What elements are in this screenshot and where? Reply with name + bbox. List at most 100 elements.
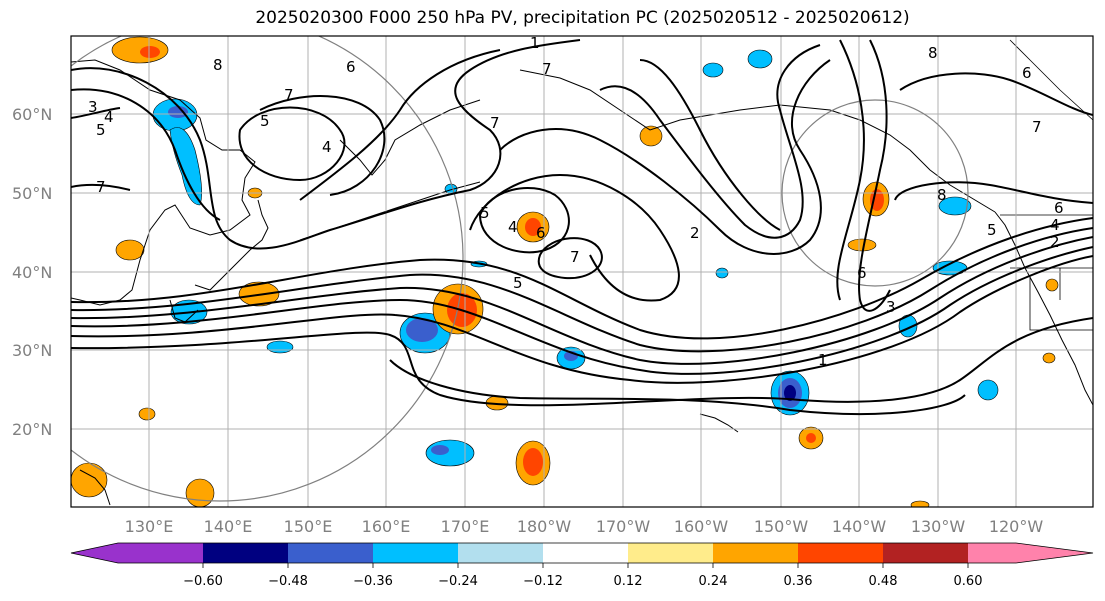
colorbar-swatch [118,543,203,563]
pv-contour-label: 6 [1054,199,1064,217]
longitude-labels: 130°E 140°E 150°E 160°E 170°E 180°W 170°… [125,517,1044,536]
pv-contour-label: 2 [1050,233,1060,251]
precip-patch [523,448,543,476]
precip-patch [111,36,169,64]
pv-contour-label: 5 [260,112,270,130]
colorbar-outline [70,542,1094,564]
lat-label: 40°N [12,263,52,282]
precip-patch [406,318,438,342]
pv-contour-label: 4 [322,138,332,156]
colorbar-tick-label: 0.48 [869,574,898,589]
lat-label: 60°N [12,105,52,124]
pv-contour-label: 4 [1050,216,1060,234]
precip-patch [747,49,773,69]
colorbar-swatch [968,543,1016,563]
na-west-coast [994,211,1093,406]
colorbar-tick-label: −0.60 [183,574,223,589]
pv-contour-label: 8 [928,44,938,62]
pv-contour-label: 5 [96,121,106,139]
pv-contour-label: 5 [513,274,523,292]
lon-label: 160°W [674,517,729,536]
colorbar-tick-label: −0.36 [353,574,393,589]
precip-patch [784,385,796,401]
korea-japan-coast [169,199,269,323]
precip-patch [639,125,663,147]
precip-patch [138,407,156,421]
colorbar-tick-label: −0.12 [523,574,563,589]
colorbar-swatch [543,543,628,563]
pv-contour-label: 5 [480,204,490,222]
precip-patch [715,267,729,279]
kamchatka-coast [339,99,481,176]
precip-patch [1042,352,1056,364]
range-circles [71,36,969,502]
precip-patch [977,379,999,401]
colorbar-tick-label: −0.48 [268,574,308,589]
precip-patch [938,196,972,216]
pv-contour-label: 4 [104,108,114,126]
precip-patch [702,62,724,78]
colorbar-swatch [373,543,458,563]
precip-patch [169,127,202,206]
precip-patch [870,189,884,211]
pv-contour-label: 7 [490,114,500,132]
pv-contour-labels: 3 4 5 7 5 4 8 7 6 1 7 7 5 4 6 7 5 2 6 8 … [88,34,1064,369]
precip-patch [431,445,449,455]
colorbar-ticks [202,563,969,568]
latitude-labels: 60°N 50°N 40°N 30°N 20°N [12,105,52,439]
colorbar-swatch [798,543,883,563]
lon-label: 140°W [832,517,887,536]
lon-label: 160°E [362,517,411,536]
colorbar-swatch [288,543,373,563]
pv-contour-label: 6 [1022,64,1032,82]
lon-label: 130°W [911,517,966,536]
pv-contour-label: 7 [570,248,580,266]
colorbar-tick-label: 0.36 [784,574,813,589]
pv-contour-label: 2 [690,224,700,242]
lon-label: 170°E [441,517,490,536]
colorbar-swatch [628,543,713,563]
lon-label: 150°W [754,517,809,536]
pv-contour-label: 7 [542,60,552,78]
precip-patch [71,462,108,498]
lon-label: 120°W [989,517,1044,536]
pv-contour-label: 8 [937,186,947,204]
pv-contour-label: 5 [987,221,997,239]
pv-contour-label: 6 [346,58,356,76]
lon-label: 130°E [125,517,174,536]
lon-label: 140°E [204,517,253,536]
pv-contour-label: 1 [530,34,540,52]
pv-contour-label: 6 [857,264,867,282]
colorbar-swatch [883,543,968,563]
lat-label: 30°N [12,341,52,360]
precipitation-shading [71,36,1059,507]
lat-label: 50°N [12,184,52,203]
precip-patch [847,238,877,252]
map-title: 2025020300 F000 250 hPa PV, precipitatio… [255,8,910,28]
colorbar-swatch [71,543,118,563]
colorbar [70,542,1094,564]
precip-patch [910,500,930,507]
precip-patch [168,106,188,118]
colorbar-tick-label: 0.24 [699,574,728,589]
pv-contour-label: 8 [213,56,223,74]
precip-patch [1045,278,1059,292]
precip-patch [806,433,816,443]
lat-label: 20°N [12,420,52,439]
precip-patch [140,46,160,58]
pv-contour-label: 7 [1032,118,1042,136]
colorbar-swatch [203,543,288,563]
colorbar-tick-label: 0.12 [614,574,643,589]
map-frame [70,35,1094,508]
coastlines [71,59,1093,506]
philippines-coast [79,469,111,506]
pv-contour-label: 4 [508,218,518,236]
pv-contour-label: 7 [96,178,106,196]
pv-contour-label: 7 [284,86,294,104]
lon-label: 180°W [517,517,572,536]
precip-patch [185,478,215,507]
precip-patch [115,239,145,261]
precip-patch [266,340,294,354]
alaska-coast [519,69,996,213]
